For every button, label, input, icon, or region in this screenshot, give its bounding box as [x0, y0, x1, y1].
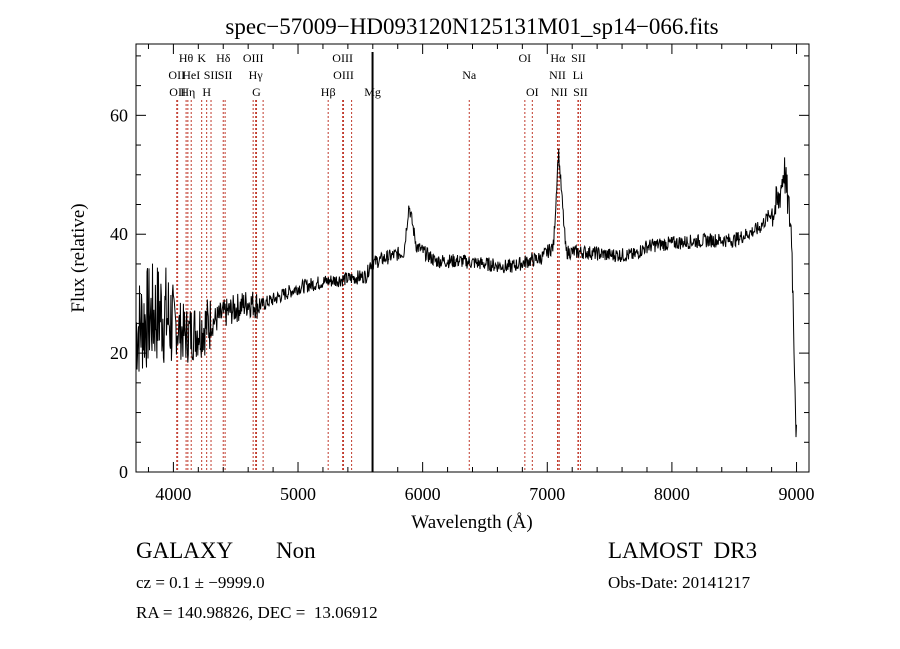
redshift-cz: cz = 0.1 ± −9999.0: [136, 573, 265, 592]
line-marker-label: OI: [519, 51, 532, 65]
line-marker-label: SII: [218, 68, 233, 82]
line-marker-label: OIII: [332, 51, 353, 65]
line-marker-label: SII: [573, 85, 588, 99]
x-tick-label: 4000: [155, 484, 191, 504]
x-tick-label: 5000: [280, 484, 316, 504]
x-axis-label: Wavelength (Å): [411, 512, 532, 533]
line-marker-label: OII: [169, 85, 186, 99]
y-tick-label: 20: [110, 343, 128, 363]
spectral-line-markers: OII OII Hθ Hη HeI K H SII Hδ SII OIII Hγ G Hβ OIII OIII…: [168, 51, 588, 472]
line-marker-label: SII: [204, 68, 219, 82]
line-marker-label: Hδ: [216, 51, 231, 65]
line-marker-label: H: [202, 85, 211, 99]
y-axis-label: Flux (relative): [68, 203, 89, 312]
line-marker-label: OI: [526, 85, 539, 99]
line-marker-label: Na: [462, 68, 477, 82]
y-axis-ticks: 0 20 40 60: [110, 55, 809, 482]
line-marker-label: Hα: [550, 51, 566, 65]
line-marker-label: OIII: [243, 51, 264, 65]
line-marker-label: HeI: [182, 68, 200, 82]
y-tick-label: 60: [110, 105, 128, 125]
line-marker-label: Hθ: [179, 51, 194, 65]
x-tick-label: 6000: [405, 484, 441, 504]
line-marker-label: NII: [551, 85, 568, 99]
plot-frame: [135, 43, 810, 473]
line-marker-label: NII: [549, 68, 566, 82]
ra-dec-coordinates: RA = 140.98826, DEC = 13.06912: [136, 603, 378, 622]
line-marker-label: Hβ: [321, 85, 336, 99]
line-marker-label: Mg: [364, 85, 381, 99]
y-tick-label: 0: [119, 462, 128, 482]
line-marker-label: OIII: [333, 68, 354, 82]
line-marker-label: G: [252, 85, 261, 99]
x-tick-label: 7000: [529, 484, 565, 504]
line-marker-label: Hγ: [249, 68, 264, 82]
line-marker-label: SII: [571, 51, 586, 65]
x-tick-label: 9000: [779, 484, 815, 504]
line-marker-label: OII: [168, 68, 185, 82]
line-marker-label: Li: [573, 68, 584, 82]
survey-release: LAMOST DR3: [608, 538, 758, 563]
observation-date: Obs-Date: 20141217: [608, 573, 751, 592]
chart-title: spec−57009−HD093120N125131M01_sp14−066.f…: [225, 14, 718, 39]
x-tick-label: 8000: [654, 484, 690, 504]
y-tick-label: 40: [110, 224, 128, 244]
object-class: GALAXY: [136, 538, 234, 563]
line-marker-label: K: [197, 51, 206, 65]
object-subclass: Non: [276, 538, 316, 563]
x-axis-ticks: 4000 5000 6000 7000 8000 9000: [147, 44, 815, 504]
spectrum-line: [135, 148, 797, 438]
line-marker-label: Hη: [180, 85, 195, 99]
